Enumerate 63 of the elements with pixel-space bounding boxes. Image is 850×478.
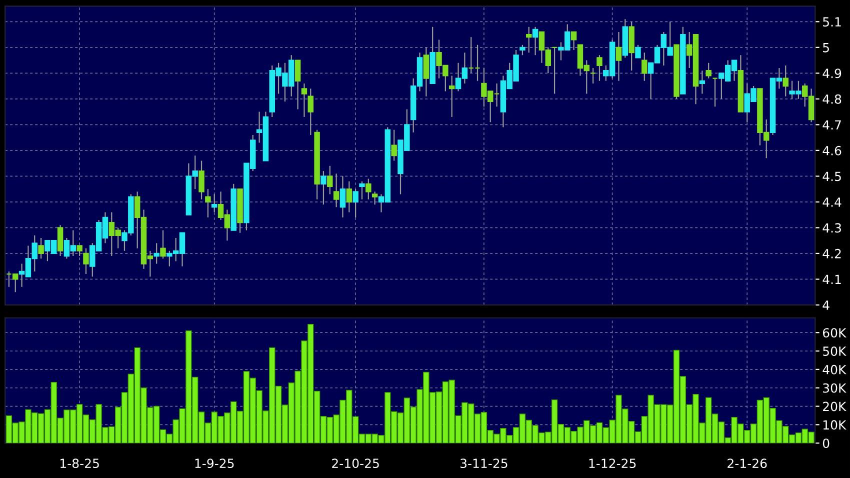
y-tick-label: 20K <box>823 402 846 412</box>
candlestick <box>423 46 430 97</box>
candlestick <box>352 188 358 218</box>
y-tick-label: 40K <box>822 364 846 374</box>
candlestick <box>205 188 211 218</box>
y-tick-label: 4.4 <box>822 198 842 207</box>
candlestick <box>590 67 596 84</box>
candlestick <box>642 52 648 82</box>
candlestick <box>391 129 397 162</box>
candlestick <box>712 78 718 108</box>
y-tick-label: 0 <box>822 438 830 448</box>
candlestick <box>570 31 577 51</box>
x-tick-label: 1-9-25 <box>195 458 234 468</box>
candlestick <box>706 62 712 79</box>
candlestick <box>340 176 346 218</box>
x-tick-label: 1-8-25 <box>60 458 99 468</box>
candlestick <box>520 44 526 56</box>
y-tick-label: 4.8 <box>822 94 842 104</box>
y-tick-label: 30K <box>823 383 846 393</box>
candlestick <box>346 180 352 213</box>
candlestick <box>294 60 301 110</box>
candlestick <box>327 165 333 195</box>
candlestick <box>198 160 204 200</box>
x-tick-label: 2-10-25 <box>332 458 379 468</box>
candlestick <box>154 242 160 264</box>
candlestick <box>301 82 308 118</box>
y-tick-label: 4.2 <box>822 248 841 258</box>
candlestick <box>366 178 372 200</box>
candlestick <box>211 194 218 213</box>
x-tick-label: 1-12-25 <box>589 458 636 468</box>
candlestick <box>333 173 340 208</box>
candlestick <box>160 230 166 260</box>
candlestick <box>57 224 64 257</box>
y-tick-label: 4.7 <box>822 120 841 130</box>
candlestick <box>320 170 326 206</box>
candlestick <box>38 237 44 260</box>
x-tick-label: 3-11-25 <box>460 458 508 468</box>
y-tick-label: 5 <box>823 43 829 52</box>
x-tick-label: 2-1-26 <box>728 458 767 468</box>
candlestick <box>359 180 365 200</box>
candlestick <box>699 70 706 94</box>
y-tick-label: 60K <box>822 328 846 338</box>
y-tick-label: 10K <box>823 420 846 430</box>
y-tick-label: 4.3 <box>822 223 841 233</box>
y-tick-label: 5.1 <box>823 17 841 27</box>
y-tick-label: 4.9 <box>822 68 842 78</box>
candlestick <box>448 75 455 118</box>
y-tick-label: 4 <box>822 300 830 310</box>
candlestick <box>83 248 89 275</box>
y-tick-label: 4.5 <box>822 172 841 182</box>
candlestick <box>552 46 558 94</box>
candlestick <box>526 26 532 54</box>
y-tick-label: 50K <box>823 346 846 356</box>
y-tick-label: 4.6 <box>822 146 842 156</box>
y-tick-label: 4.1 <box>822 274 841 284</box>
candlestick <box>635 44 641 58</box>
candlestick <box>596 54 602 82</box>
candlestick <box>532 26 538 56</box>
candlestick <box>372 191 378 206</box>
candlestick <box>308 88 314 136</box>
candlestick <box>616 31 622 82</box>
candlestick <box>782 64 788 97</box>
candlestick <box>76 245 82 257</box>
